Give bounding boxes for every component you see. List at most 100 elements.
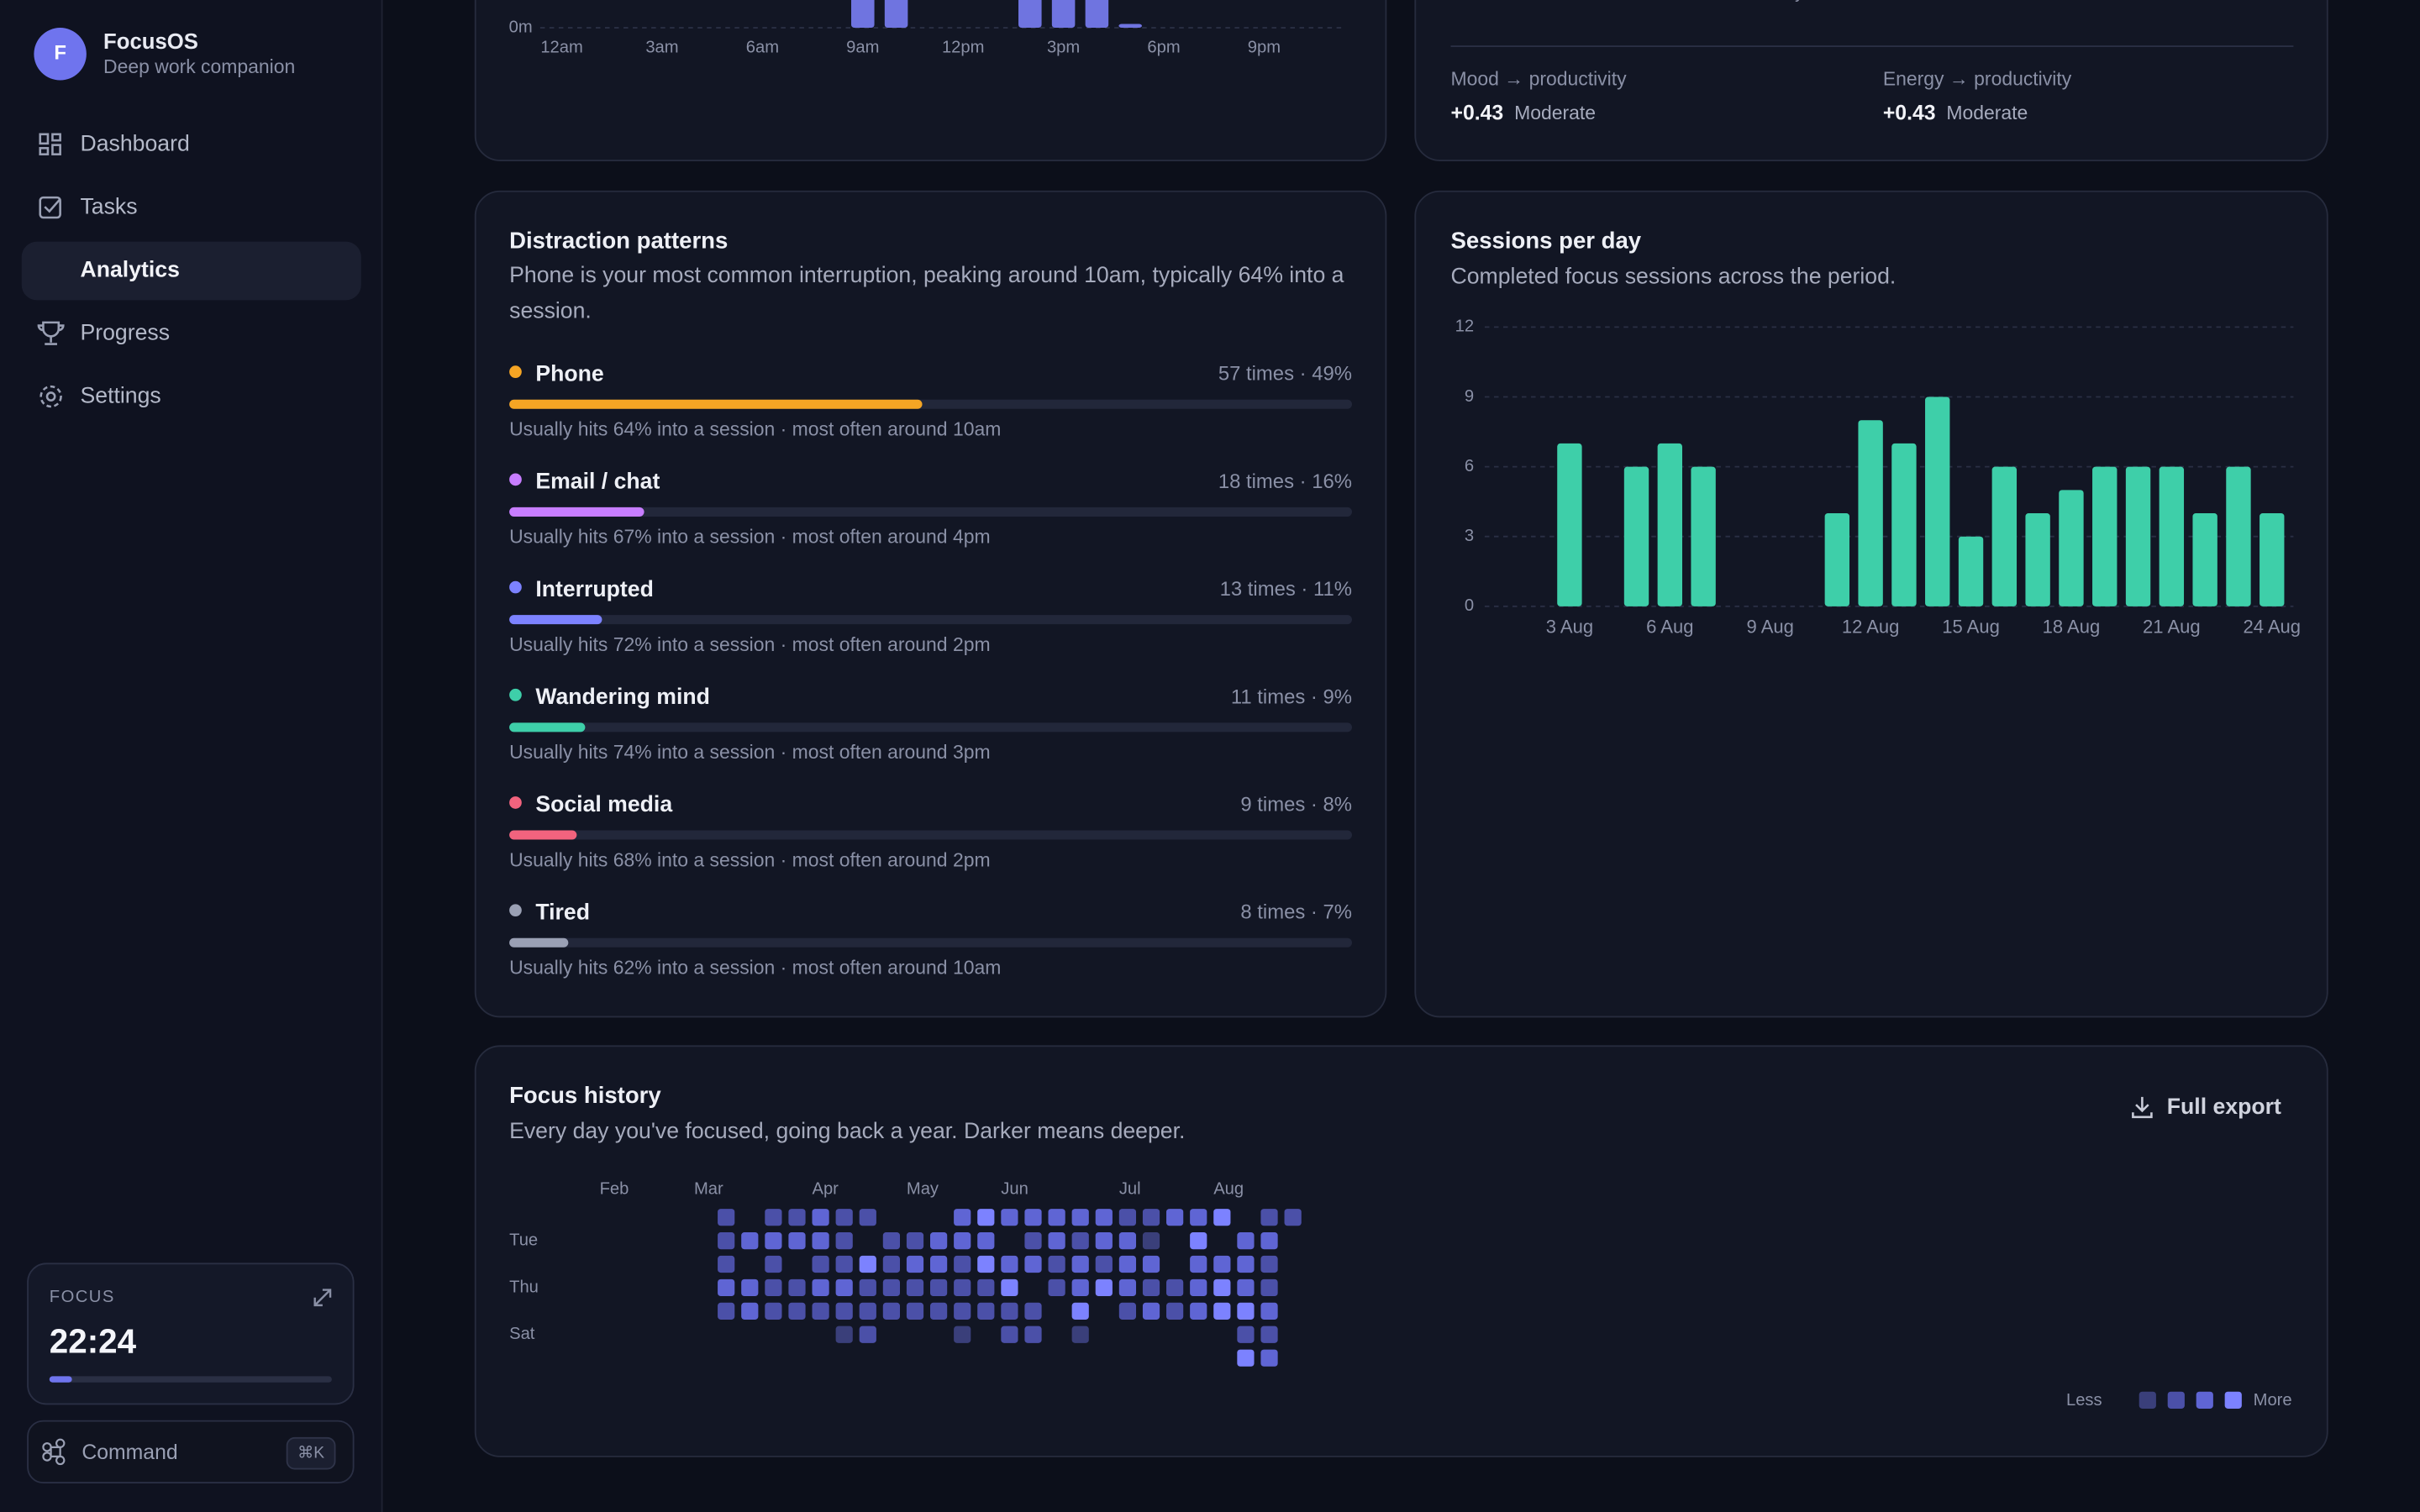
bar: [509, 507, 644, 517]
bar: [2059, 490, 2084, 606]
correlation-label: Mood → productivity: [1451, 68, 1628, 90]
heat-cell: [765, 1209, 782, 1226]
bar: [1018, 0, 1042, 29]
icon-settings: [39, 385, 62, 408]
heat-cell: [1095, 1209, 1113, 1226]
heat-cell: [1190, 1278, 1207, 1297]
day-label: Thu: [509, 1278, 539, 1296]
heat-cell: [1118, 1255, 1137, 1273]
heat-cell: [1260, 1278, 1278, 1297]
heat-cell: [718, 1302, 735, 1320]
heat-cell: [1118, 1302, 1137, 1320]
heat-cell: [1166, 1209, 1184, 1226]
x-tick-label: 9 Aug: [1747, 616, 1794, 637]
bar: [1958, 536, 1984, 606]
heat-cell: [1095, 1232, 1113, 1250]
heat-cell: [812, 1232, 829, 1250]
nav-item[interactable]: Progress: [81, 320, 171, 345]
nav-item[interactable]: Dashboard: [81, 131, 190, 156]
heat-cell: [954, 1232, 971, 1250]
heat-cell: [1071, 1326, 1089, 1343]
heat-cell: [1237, 1232, 1255, 1250]
heat-cell: [1095, 1278, 1113, 1297]
bar: [1691, 466, 1716, 606]
nav-item[interactable]: Tasks: [81, 194, 138, 219]
legend-dot: [509, 473, 522, 486]
nav-item[interactable]: Analytics: [81, 257, 180, 282]
distraction-stat: 8 times · 7%: [1240, 901, 1352, 924]
focus-progress: [49, 1376, 72, 1383]
command-icon: [42, 1438, 66, 1466]
bar-track: [509, 937, 1352, 948]
heat-cell: [741, 1302, 759, 1320]
x-tick-label: 18 Aug: [2043, 616, 2101, 637]
heat-cell: [1048, 1232, 1065, 1250]
heat-cell: [1237, 1255, 1255, 1273]
heat-cell: [977, 1255, 995, 1273]
heat-cell: [765, 1255, 782, 1273]
y-tick-label: 0: [1465, 596, 1474, 615]
card-description: Phone is your most common interruption, …: [509, 264, 1344, 324]
heat-cell: [1001, 1302, 1018, 1320]
x-tick-label: 3pm: [1047, 38, 1080, 56]
heat-cell: [930, 1302, 948, 1320]
correlation-strength: Moderate: [1514, 102, 1596, 123]
y-tick-label: 9: [1465, 387, 1474, 406]
heat-cell: [1142, 1209, 1160, 1226]
bar: [1891, 443, 1917, 606]
focus-label: FOCUS: [50, 1288, 115, 1306]
heat-cell: [954, 1209, 971, 1226]
x-tick-label: 12 Aug: [1842, 616, 1900, 637]
heat-cell: [859, 1209, 876, 1226]
distraction-detail: Usually hits 67% into a session · most o…: [509, 526, 990, 548]
heat-cell: [1166, 1278, 1184, 1297]
heat-cell: [765, 1278, 782, 1297]
bar: [2192, 513, 2217, 606]
heat-cell: [1260, 1255, 1278, 1273]
heat-cell: [1190, 1232, 1207, 1250]
shortcut-box: [286, 1436, 336, 1470]
heat-cell: [954, 1278, 971, 1297]
x-tick-label: 3 Aug: [1546, 616, 1593, 637]
distraction-name: Email / chat: [535, 469, 660, 494]
expand-icon[interactable]: [313, 1289, 332, 1307]
day-label: Sat: [509, 1325, 535, 1343]
heat-cell: [1071, 1255, 1089, 1273]
download-icon: [2132, 1096, 2153, 1119]
heat-cell: [859, 1255, 876, 1273]
heat-cell: [1284, 1209, 1302, 1226]
bar: [2125, 466, 2151, 606]
distraction-name: Interrupted: [535, 576, 654, 601]
x-tick-label: 12am: [540, 38, 583, 56]
nav-item[interactable]: Settings: [81, 382, 161, 407]
heat-cell: [859, 1278, 876, 1297]
y-tick-label: 3: [1465, 527, 1474, 545]
heat-cell: [718, 1255, 735, 1273]
export-button[interactable]: [2132, 1096, 2153, 1119]
distraction-stat: 9 times · 8%: [1240, 793, 1352, 816]
focus-time: 22:24: [50, 1321, 137, 1360]
heat-cell: [882, 1255, 900, 1273]
legend-dot: [509, 580, 522, 594]
heat-cell: [1190, 1209, 1207, 1226]
heat-cell: [1001, 1255, 1018, 1273]
command-label: Command: [82, 1441, 177, 1464]
bar: [1557, 443, 1582, 606]
heat-cell: [788, 1278, 806, 1297]
command-bar[interactable]: [27, 1420, 355, 1484]
heat-cell: [1024, 1302, 1042, 1320]
card: [474, 1045, 2328, 1457]
bar: [509, 937, 569, 948]
heat-cell: [788, 1302, 806, 1320]
heat-cell: [812, 1255, 829, 1273]
export-label[interactable]: Full export: [2167, 1094, 2281, 1119]
legend-swatch: [2224, 1391, 2242, 1409]
correlation-label: Energy → productivity: [1883, 68, 2072, 90]
legend-swatch: [2196, 1391, 2213, 1409]
card-title: Focus history: [509, 1082, 661, 1108]
distraction-detail: Usually hits 68% into a session · most o…: [509, 848, 990, 870]
card-title: Sessions per day: [1451, 228, 1642, 254]
heat-cell: [930, 1232, 948, 1250]
distraction-stat: 18 times · 16%: [1218, 470, 1352, 493]
